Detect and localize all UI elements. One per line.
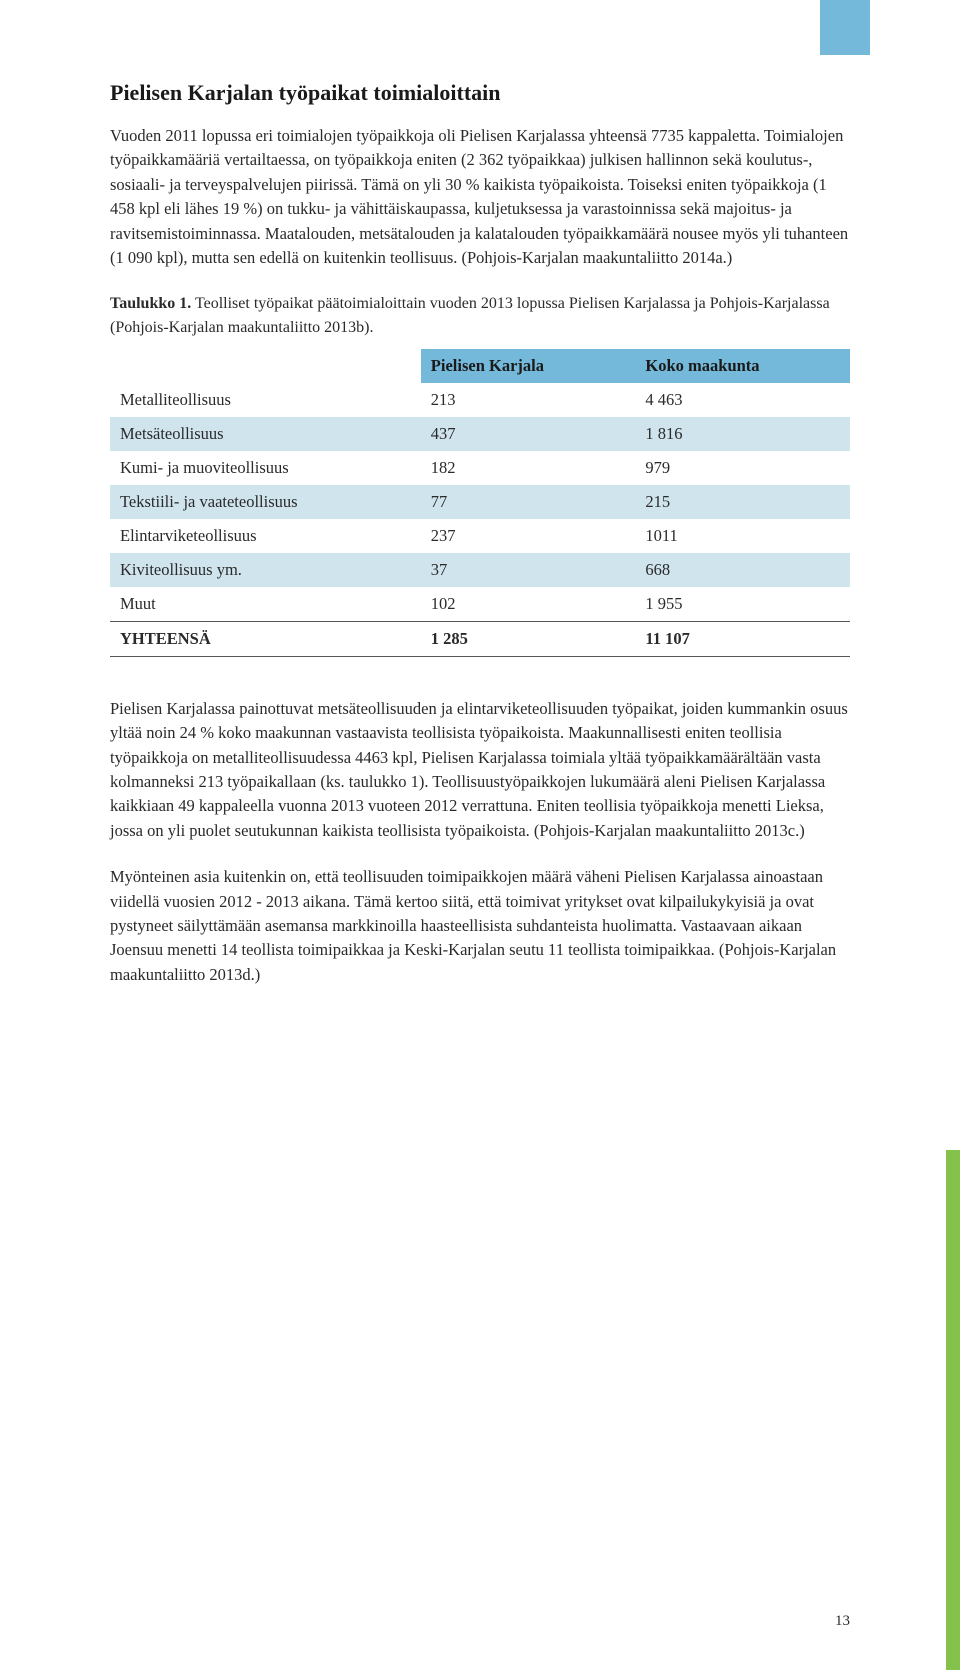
table-cell-km: 979 bbox=[635, 451, 850, 485]
table-cell-total: YHTEENSÄ bbox=[110, 621, 421, 656]
table-row: Kiviteollisuus ym.37668 bbox=[110, 553, 850, 587]
table-header-pk: Pielisen Karjala bbox=[421, 349, 636, 383]
table-cell-label: Kumi- ja muoviteollisuus bbox=[110, 451, 421, 485]
table-cell-pk: 213 bbox=[421, 383, 636, 417]
paragraph-3: Myönteinen asia kuitenkin on, että teoll… bbox=[110, 865, 850, 987]
corner-accent bbox=[820, 0, 870, 55]
table-cell-label: Kiviteollisuus ym. bbox=[110, 553, 421, 587]
industry-table: Pielisen Karjala Koko maakunta Metallite… bbox=[110, 349, 850, 657]
table-caption: Taulukko 1. Teolliset työpaikat päätoimi… bbox=[110, 292, 850, 338]
table-row: Metalliteollisuus2134 463 bbox=[110, 383, 850, 417]
table-header-empty bbox=[110, 349, 421, 383]
table-cell-km: 4 463 bbox=[635, 383, 850, 417]
table-row: Metsäteollisuus4371 816 bbox=[110, 417, 850, 451]
table-row: Elintarviketeollisuus2371011 bbox=[110, 519, 850, 553]
table-cell-km: 668 bbox=[635, 553, 850, 587]
table-row-total: YHTEENSÄ1 28511 107 bbox=[110, 621, 850, 656]
table-header-row: Pielisen Karjala Koko maakunta bbox=[110, 349, 850, 383]
table-row: Muut1021 955 bbox=[110, 587, 850, 622]
table-caption-rest: Teolliset työpaikat päätoimialoittain vu… bbox=[110, 295, 830, 335]
table-cell-pk: 237 bbox=[421, 519, 636, 553]
page-number: 13 bbox=[835, 1613, 850, 1630]
section-title: Pielisen Karjalan työpaikat toimialoitta… bbox=[110, 80, 850, 106]
table-header-km: Koko maakunta bbox=[635, 349, 850, 383]
table-cell-km: 1011 bbox=[635, 519, 850, 553]
table-row: Tekstiili- ja vaateteollisuus77215 bbox=[110, 485, 850, 519]
table-cell-km: 1 816 bbox=[635, 417, 850, 451]
table-cell-km: 215 bbox=[635, 485, 850, 519]
table-cell-pk: 102 bbox=[421, 587, 636, 622]
table-row: Kumi- ja muoviteollisuus182979 bbox=[110, 451, 850, 485]
table-cell-pk: 437 bbox=[421, 417, 636, 451]
table-cell-label: Tekstiili- ja vaateteollisuus bbox=[110, 485, 421, 519]
table-cell-label: Elintarviketeollisuus bbox=[110, 519, 421, 553]
table-cell-label: Metalliteollisuus bbox=[110, 383, 421, 417]
table-cell-total: 11 107 bbox=[635, 621, 850, 656]
table-cell-pk: 77 bbox=[421, 485, 636, 519]
table-cell-total: 1 285 bbox=[421, 621, 636, 656]
side-accent bbox=[946, 1150, 960, 1670]
paragraph-1: Vuoden 2011 lopussa eri toimialojen työp… bbox=[110, 124, 850, 270]
paragraph-2: Pielisen Karjalassa painottuvat metsäteo… bbox=[110, 697, 850, 843]
table-cell-pk: 37 bbox=[421, 553, 636, 587]
table-cell-label: Metsäteollisuus bbox=[110, 417, 421, 451]
table-cell-label: Muut bbox=[110, 587, 421, 622]
table-cell-pk: 182 bbox=[421, 451, 636, 485]
table-cell-km: 1 955 bbox=[635, 587, 850, 622]
table-caption-lead: Taulukko 1. bbox=[110, 295, 191, 312]
